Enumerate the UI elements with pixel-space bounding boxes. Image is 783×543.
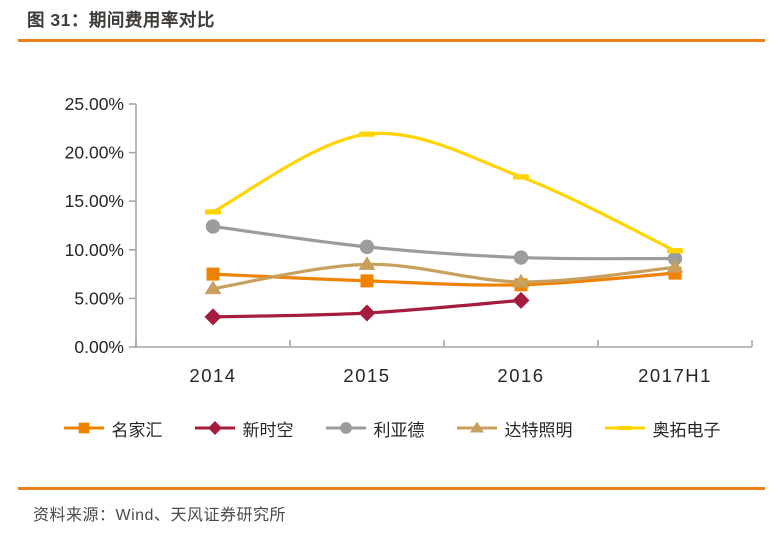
series-4-point-marker	[667, 248, 683, 254]
series-1-point-marker	[512, 291, 530, 309]
legend-item-4: 奥拓电子	[604, 416, 721, 441]
series-line-2	[211, 224, 677, 261]
legend-circle-marker-icon	[325, 422, 366, 434]
series-2-point-marker	[205, 219, 221, 234]
series-line-3	[211, 262, 677, 291]
series-0-point-marker	[206, 267, 220, 281]
legend-item-3: 达特照明	[456, 416, 573, 441]
x-axis-label: 2017H1	[638, 365, 712, 386]
legend-diamond-marker-icon	[194, 421, 235, 435]
legend-item-2: 利亚德	[325, 416, 425, 441]
legend-square-marker-icon	[63, 422, 104, 434]
source-note: 资料来源：Wind、天风证券研究所	[33, 507, 286, 524]
x-axis-label: 2016	[497, 365, 544, 386]
series-3-point-marker	[358, 256, 376, 270]
legend-marker-shape	[78, 422, 89, 434]
legend-label: 名家汇	[111, 420, 163, 440]
axis-lines	[135, 104, 752, 348]
legend-label: 达特照明	[504, 420, 573, 440]
series-3-point-marker	[666, 259, 684, 273]
series-2-point-marker	[359, 239, 375, 255]
legend-marker-shape	[469, 421, 484, 433]
y-axis-label: 15.00%	[65, 191, 124, 211]
legend-marker-shape	[207, 421, 222, 435]
footer-divider-rule	[18, 487, 765, 490]
y-axis-label: 25.00%	[65, 94, 124, 114]
x-axis-label: 2014	[189, 365, 236, 386]
title-divider-rule	[18, 39, 765, 42]
chart-legend: 名家汇 新时空 利亚德 达特照明 奥拓电子	[0, 412, 783, 444]
line-chart: 25.00% 20.00% 15.00% 10.00% 5.00% 0.00% 2014 20…	[65, 94, 753, 386]
y-axis-label: 0.00%	[74, 337, 124, 357]
series-3-point-marker	[204, 280, 222, 295]
series-line-4	[211, 131, 677, 253]
legend-label: 新时空	[242, 420, 294, 440]
legend-marker-shape	[617, 425, 632, 431]
series-4-point-marker	[513, 174, 529, 180]
series-4-point-marker	[359, 131, 375, 137]
x-axis-label: 2015	[343, 365, 390, 386]
y-axis-label: 20.00%	[65, 143, 124, 163]
series-2-point-marker	[513, 250, 529, 265]
legend-triangle-marker-icon	[456, 421, 497, 433]
series-1-point-marker	[358, 304, 376, 322]
series-3-point-marker	[512, 273, 530, 288]
series-2-point-marker	[667, 251, 683, 266]
y-axis-label: 5.00%	[74, 288, 124, 308]
y-axis-label: 10.00%	[65, 240, 124, 260]
legend-dash-marker-icon	[604, 425, 645, 431]
legend-item-0: 名家汇	[63, 416, 163, 441]
legend-marker-shape	[339, 422, 352, 434]
legend-label: 奥拓电子	[652, 420, 721, 440]
series-line-0	[211, 271, 677, 287]
series-4-point-marker	[205, 209, 221, 215]
series-1-point-marker	[204, 308, 222, 326]
legend-item-1: 新时空	[194, 416, 294, 441]
legend-label: 利亚德	[373, 420, 425, 440]
series-0-point-marker	[360, 274, 374, 288]
figure-title: 图 31：期间费用率对比	[27, 10, 215, 30]
